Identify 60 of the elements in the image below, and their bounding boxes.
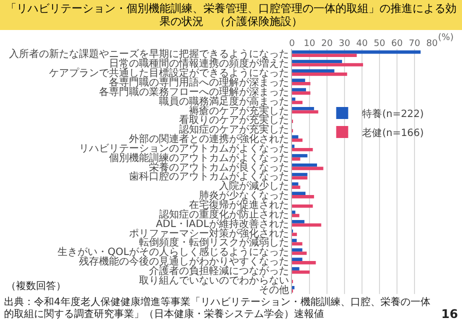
bar [292,135,298,139]
x-tick-label: 60 [391,39,403,50]
bar [292,258,302,262]
y-tick-label: 褥瘡のケアが充実した [189,104,289,117]
bar [292,267,300,270]
bar [292,261,316,264]
bar [292,192,306,196]
bar [292,186,300,189]
bar [292,166,324,170]
bar [292,148,313,152]
x-tick-label: 30 [338,39,350,50]
source-note: 出典：令和4年度老人保健健康増進等事業「リハビリテーション・機能訓練、口腔、栄養の一体的取組に関する調査研究事業」（日本健康・栄養システム学会）速報値 [4,297,432,320]
bar [292,154,308,158]
bar [292,98,296,101]
y-tick-label: 外部の関連者との連携が強化された [129,133,289,146]
x-tick-label: 10 [304,39,316,50]
bar [292,50,421,54]
bar [292,72,348,76]
bar [292,78,306,82]
y-tick-label: 取り組んでいないのでわからない [139,275,289,286]
x-tick-label: 80 [426,39,438,50]
x-tick-label: 20 [321,39,333,50]
bar [292,82,310,86]
bar [292,223,322,227]
bar [292,220,304,224]
x-tick-label: 70 [408,39,420,50]
bar [292,210,296,214]
bar [292,182,298,186]
bar [292,63,364,66]
x-axis-title: (%) [438,33,454,43]
legend-label: 老健(n=166) [362,126,424,139]
bar [292,176,308,180]
bar [292,69,334,73]
x-tick-label: 50 [374,39,386,50]
x-tick-label: 0 [289,39,296,50]
bar [292,195,314,198]
y-tick-label: ADL・IADLが維持改善された [156,218,289,230]
bar [292,106,314,110]
legend-label: 特養(n=222) [362,108,424,120]
text: 16 [441,306,458,320]
bar [292,88,306,92]
bar [292,60,342,64]
bar [292,248,302,252]
text: （複数回答） [6,280,66,292]
bar [292,172,308,176]
bar [292,100,302,104]
bar [292,204,313,208]
y-tick-label: 職員の職務満足度が高まった [159,95,289,108]
bar [292,110,318,114]
bar [292,214,300,218]
chart-title: 「リハビリテーション・個別機能訓練、栄養管理、口腔管理の一体的取組」の推進による効果の状況 （介護保険施設） [0,0,462,30]
bar [292,252,307,255]
bar [292,91,310,95]
bar [292,232,297,236]
bar [292,163,318,167]
bar [292,270,310,274]
x-tick-label: 40 [356,39,368,50]
bar [292,138,302,142]
bar [292,54,357,58]
bar [292,242,302,246]
